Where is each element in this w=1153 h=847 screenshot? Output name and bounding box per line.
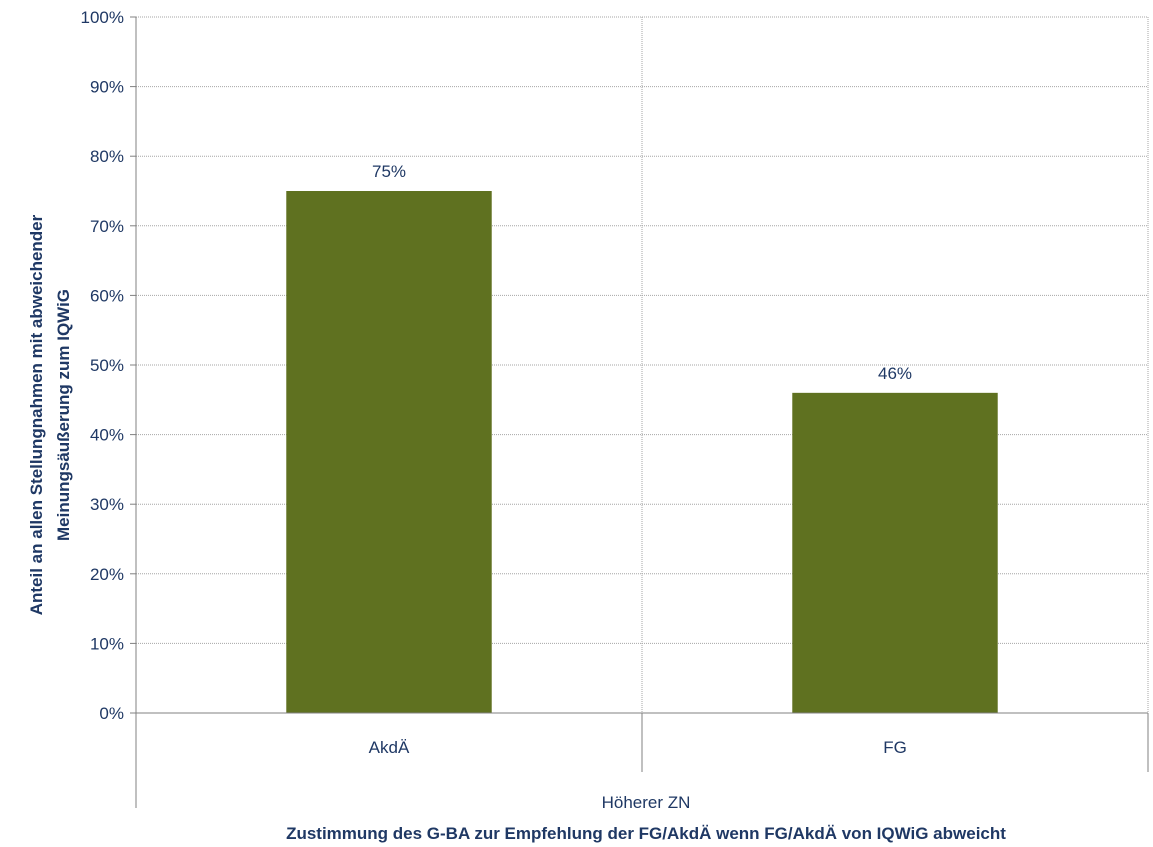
y-axis-title-line-1: Anteil an allen Stellungnahmen mit abwei…: [27, 214, 46, 615]
x-axis-title: Zustimmung des G-BA zur Empfehlung der F…: [286, 824, 1006, 843]
y-tick-label: 60%: [90, 286, 124, 305]
x-category-label: FG: [883, 738, 907, 757]
bars: [286, 191, 998, 713]
y-axis-title: Anteil an allen Stellungnahmen mit abwei…: [27, 214, 73, 615]
data-label: 75%: [372, 162, 406, 181]
y-axis-title-line-2: Meinungsäußerung zum IQWiG: [54, 289, 73, 541]
y-tick-label: 40%: [90, 426, 124, 445]
y-tick-label: 90%: [90, 78, 124, 97]
bar: [286, 191, 492, 713]
data-labels: 75% 46%: [372, 162, 912, 383]
x-category-label: AkdÄ: [369, 738, 410, 757]
y-tick-label: 100%: [81, 8, 124, 27]
bar: [792, 392, 998, 713]
y-tick-label: 50%: [90, 356, 124, 375]
x-axis: AkdÄ FG: [135, 712, 1149, 808]
y-tick-label: 80%: [90, 147, 124, 166]
y-tick-label: 70%: [90, 217, 124, 236]
y-tick-label: 30%: [90, 495, 124, 514]
y-tick-labels: 0% 10% 20% 30% 40% 50% 60% 70% 80% 90% 100%: [81, 8, 124, 723]
x-group-label: Höherer ZN: [602, 793, 691, 812]
y-tick-label: 20%: [90, 565, 124, 584]
y-tick-label: 0%: [99, 704, 124, 723]
y-tick-label: 10%: [90, 634, 124, 653]
data-label: 46%: [878, 364, 912, 383]
